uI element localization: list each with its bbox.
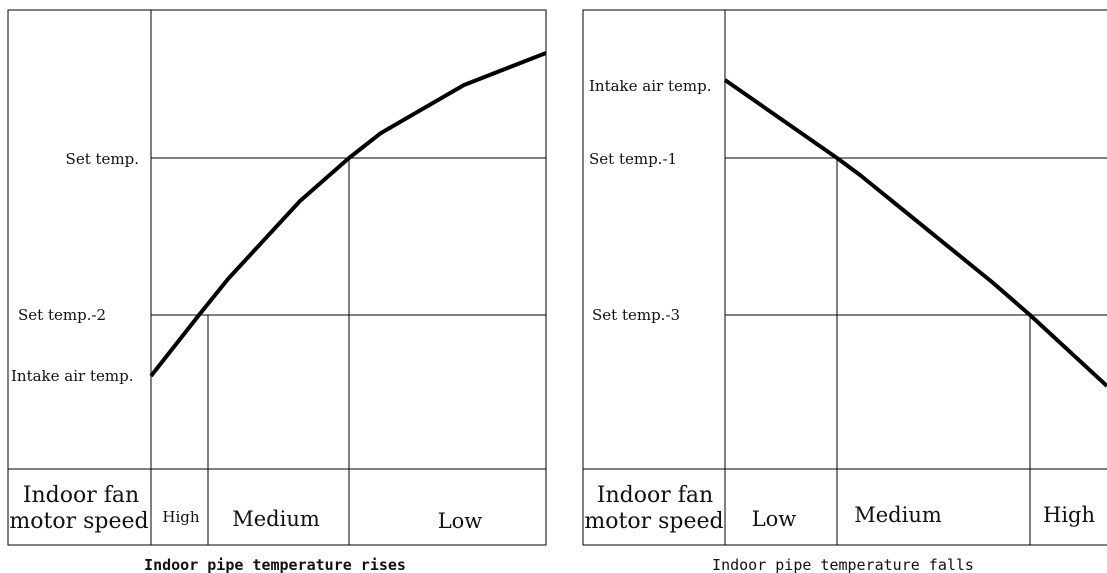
right-row-header-line2: motor speed: [584, 509, 723, 534]
left-row-header-line1: Indoor fan: [23, 483, 139, 508]
right-panel: Intake air temp. Set temp.-1 Set temp.-3…: [582, 9, 1107, 573]
right-speed-high: High: [1043, 503, 1095, 527]
right-speed-medium: Medium: [854, 503, 942, 527]
left-frame: [7, 9, 547, 546]
right-pipe-temp-curve: [723, 78, 1107, 388]
left-row-header-line2: motor speed: [9, 509, 148, 534]
left-panel: Set temp. Set temp.-2 Intake air temp. I…: [7, 9, 547, 573]
left-pipe-temp-curve: [149, 51, 547, 378]
right-label-set-temp-minus3: Set temp.-3: [592, 306, 680, 324]
right-label-set-temp-minus1: Set temp.-1: [589, 150, 677, 168]
left-label-intake-air: Intake air temp.: [11, 367, 133, 385]
right-frame: [582, 9, 1107, 546]
left-label-set-temp: Set temp.: [66, 150, 139, 168]
left-speed-high: High: [162, 508, 199, 526]
left-caption: Indoor pipe temperature rises: [144, 556, 406, 573]
right-speed-low: Low: [752, 507, 797, 531]
left-speed-low: Low: [438, 509, 483, 533]
right-row-header-line1: Indoor fan: [597, 483, 713, 508]
right-caption: Indoor pipe temperature falls: [712, 556, 974, 573]
right-label-intake-air: Intake air temp.: [589, 77, 711, 95]
left-speed-medium: Medium: [232, 507, 320, 531]
left-label-set-temp-minus: Set temp.-2: [18, 306, 106, 324]
